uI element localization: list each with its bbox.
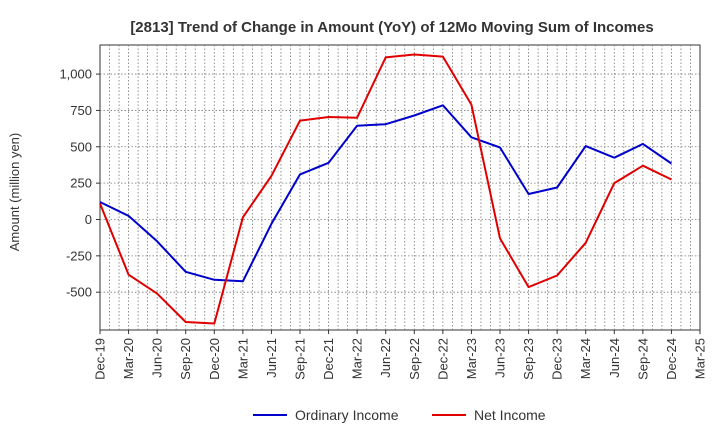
x-tick-label: Jun-22 [378, 338, 393, 378]
x-tick-label: Mar-22 [350, 338, 365, 379]
series-line-net-income [99, 53, 672, 325]
x-tick-label: Sep-24 [635, 338, 650, 380]
x-tick-label: Mar-25 [693, 338, 708, 379]
x-tick-label: Mar-23 [464, 338, 479, 379]
x-tick-label: Jun-23 [493, 338, 508, 378]
x-tick-label: Sep-22 [407, 338, 422, 380]
x-tick-label: Dec-23 [550, 338, 565, 380]
x-tick-label: Dec-20 [207, 338, 222, 380]
x-tick-label: Mar-24 [578, 338, 593, 379]
x-tick-label: Jun-24 [607, 338, 622, 378]
x-axis-ticks: Dec-19 Mar-20 Jun-20 Sep-20 Dec-20 Mar-21 Jun-… [93, 330, 708, 380]
y-axis-label: Amount (million yen) [7, 133, 22, 252]
grid-lines [100, 45, 700, 330]
y-tick-label: 0 [85, 212, 92, 227]
legend: Ordinary Income Net Income [253, 407, 546, 423]
x-tick-label: Mar-21 [235, 338, 250, 379]
y-tick-label: 750 [70, 103, 92, 118]
y-tick-label: -250 [66, 248, 92, 263]
y-axis-ticks: 1,000 750 500 250 0 -250 -500 [59, 67, 100, 300]
x-tick-label: Dec-19 [93, 338, 108, 380]
x-tick-label: Dec-24 [664, 338, 679, 380]
x-tick-label: Sep-23 [521, 338, 536, 380]
x-tick-label: Sep-21 [293, 338, 308, 380]
chart-title: [2813] Trend of Change in Amount (YoY) o… [130, 19, 653, 36]
x-tick-label: Dec-21 [321, 338, 336, 380]
series-line-ordinary-income [99, 104, 672, 283]
legend-label: Net Income [474, 407, 546, 423]
y-tick-label: -500 [66, 285, 92, 300]
x-tick-label: Dec-22 [435, 338, 450, 380]
plot-area [99, 44, 701, 331]
x-tick-label: Mar-20 [121, 338, 136, 379]
legend-label: Ordinary Income [295, 407, 399, 423]
y-tick-label: 500 [70, 139, 92, 154]
y-tick-label: 1,000 [59, 67, 92, 82]
x-tick-label: Jun-20 [150, 338, 165, 378]
y-tick-label: 250 [70, 176, 92, 191]
series-lines [99, 53, 672, 325]
x-tick-label: Jun-21 [264, 338, 279, 378]
x-tick-label: Sep-20 [178, 338, 193, 380]
